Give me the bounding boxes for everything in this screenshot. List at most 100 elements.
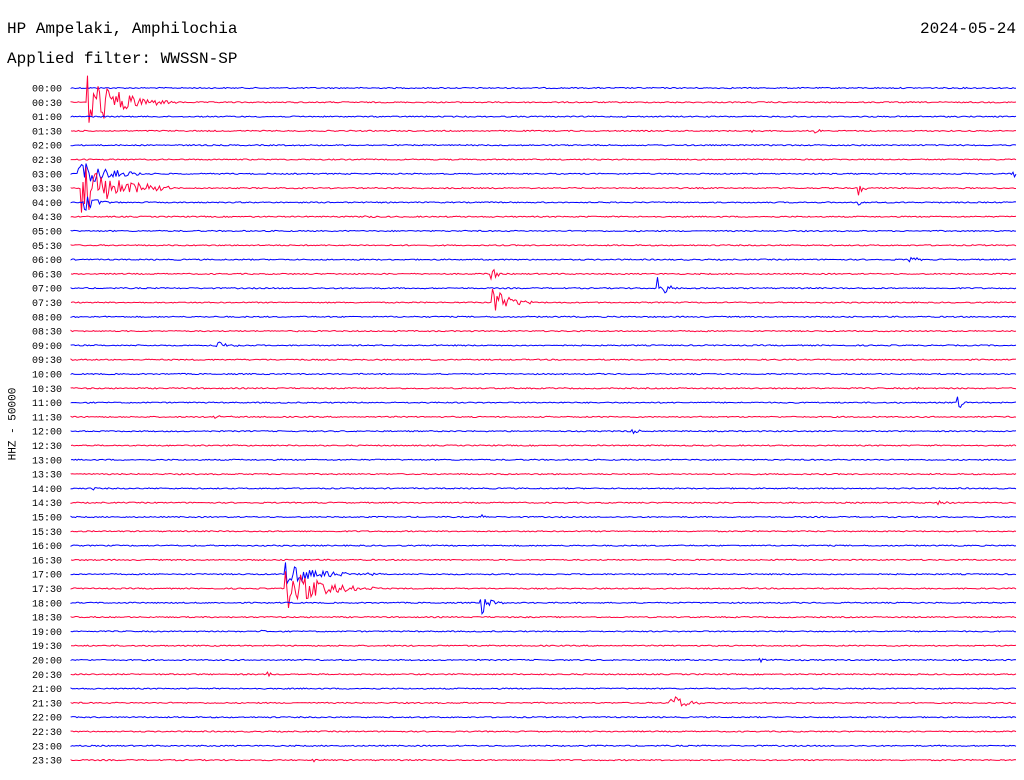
- trace-line: [70, 163, 1017, 183]
- row-label: 04:30: [32, 213, 62, 224]
- trace-line: [70, 244, 1017, 247]
- trace-line: [70, 158, 1017, 161]
- trace-line: [70, 315, 1017, 319]
- date-label: 2024-05-24: [919, 20, 1016, 38]
- trace-line: [70, 671, 1017, 678]
- trace-line: [70, 128, 1016, 134]
- trace-line: [70, 715, 1017, 719]
- row-label: 19:30: [32, 642, 62, 653]
- trace-line: [70, 558, 1017, 562]
- row-label: 05:00: [32, 228, 62, 239]
- trace-line: [70, 513, 1017, 519]
- trace-line: [70, 144, 1017, 147]
- row-label: 16:00: [32, 542, 62, 553]
- row-label: 11:30: [32, 413, 62, 424]
- row-label: 06:30: [32, 270, 62, 281]
- row-label: 06:00: [32, 256, 62, 267]
- trace-line: [70, 277, 1017, 294]
- row-label: 08:30: [32, 328, 62, 339]
- trace-line: [70, 744, 1017, 747]
- filter-label: Applied filter: WWSSN-SP: [7, 50, 238, 68]
- trace-line: [70, 458, 1016, 462]
- trace-line: [70, 215, 1017, 219]
- row-label: 20:00: [32, 657, 62, 668]
- trace-line: [70, 428, 1017, 435]
- trace-line: [70, 530, 1017, 533]
- trace-line: [70, 86, 1016, 90]
- trace-line: [70, 696, 1017, 707]
- trace-line: [70, 256, 1017, 263]
- row-label: 02:30: [32, 156, 62, 167]
- trace-line: [70, 629, 1017, 633]
- trace-line: [70, 341, 1017, 348]
- trace-line: [70, 499, 1016, 506]
- trace-line: [70, 599, 1017, 615]
- station-title: HP Ampelaki, Amphilochia: [7, 20, 238, 38]
- row-label: 15:30: [32, 528, 62, 539]
- trace-line: [70, 358, 1017, 361]
- row-label: 13:30: [32, 471, 62, 482]
- row-label: 18:30: [32, 614, 62, 625]
- trace-line: [70, 487, 1017, 491]
- trace-line: [70, 268, 1017, 281]
- row-label: 14:30: [32, 499, 62, 510]
- row-label: 22:00: [32, 714, 62, 725]
- trace-line: [70, 415, 1017, 419]
- trace-line: [70, 386, 1017, 391]
- trace-line: [70, 75, 1017, 123]
- trace-line: [70, 196, 1017, 211]
- row-label: 02:00: [32, 142, 62, 153]
- row-label: 18:00: [32, 599, 62, 610]
- trace-line: [70, 115, 1017, 118]
- row-label: 10:30: [32, 385, 62, 396]
- trace-line: [70, 615, 1017, 619]
- trace-line: [70, 167, 1016, 213]
- trace-line: [70, 571, 1017, 608]
- row-label: 15:00: [32, 514, 62, 525]
- row-label: 00:30: [32, 99, 62, 110]
- trace-line: [70, 329, 1017, 333]
- row-label: 22:30: [32, 728, 62, 739]
- row-label: 05:30: [32, 242, 62, 253]
- row-label: 03:30: [32, 185, 62, 196]
- row-label: 23:30: [32, 757, 62, 768]
- row-label: 17:30: [32, 585, 62, 596]
- trace-line: [70, 562, 1017, 586]
- row-label: 12:00: [32, 428, 62, 439]
- row-label: 12:30: [32, 442, 62, 453]
- trace-line: [70, 758, 1017, 763]
- row-label: 17:00: [32, 571, 62, 582]
- row-label: 20:30: [32, 671, 62, 682]
- row-label: 07:00: [32, 285, 62, 296]
- row-label: 03:00: [32, 170, 62, 181]
- row-label: 16:30: [32, 556, 62, 567]
- row-label: 04:00: [32, 199, 62, 210]
- row-label: 21:30: [32, 699, 62, 710]
- trace-line: [70, 396, 1017, 408]
- row-label: 00:00: [32, 85, 62, 96]
- row-label: 21:00: [32, 685, 62, 696]
- trace-line: [70, 444, 1017, 447]
- row-label: 23:00: [32, 742, 62, 753]
- trace-line: [70, 644, 1017, 647]
- row-label: 09:30: [32, 356, 62, 367]
- trace-line: [70, 687, 1017, 690]
- row-label: 13:00: [32, 456, 62, 467]
- row-label: 09:00: [32, 342, 62, 353]
- row-label: 11:00: [32, 399, 62, 410]
- row-label: 07:30: [32, 299, 62, 310]
- trace-line: [70, 288, 1017, 311]
- trace-line: [70, 730, 1017, 733]
- trace-line: [70, 372, 1017, 376]
- row-label: 08:00: [32, 313, 62, 324]
- trace-line: [70, 544, 1017, 547]
- row-label: 14:00: [32, 485, 62, 496]
- trace-line: [70, 657, 1017, 664]
- trace-line: [70, 229, 1016, 233]
- row-label: 01:30: [32, 127, 62, 138]
- row-label: 19:00: [32, 628, 62, 639]
- row-label: 10:00: [32, 371, 62, 382]
- row-label: 01:00: [32, 113, 62, 124]
- trace-line: [70, 472, 1017, 476]
